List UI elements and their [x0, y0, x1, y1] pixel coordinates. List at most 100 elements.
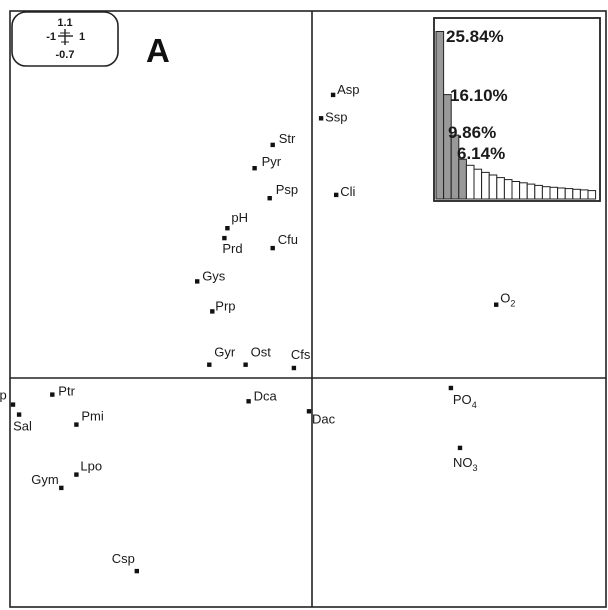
point-marker-po4 [448, 385, 454, 391]
eigenvalue-label-2: 16.10% [450, 86, 508, 105]
point-label-cfs: Cfs [291, 347, 311, 362]
point-ost: Ost [243, 345, 271, 367]
point-label-psp: Psp [276, 182, 298, 197]
point-marker-asp [330, 92, 336, 98]
scale-left-value: -1 [46, 31, 56, 43]
plot-frame [9, 10, 607, 608]
point-ptr: Ptr [50, 384, 76, 399]
point-label-ph: pH [231, 210, 248, 225]
eigenvalue-bar-5 [465, 164, 475, 200]
eigenvalue-label-1: 25.84% [446, 27, 504, 46]
point-marker-dac [306, 409, 312, 414]
point-label-cfu: Cfu [278, 232, 298, 247]
point-label-prd: Prd [222, 241, 242, 256]
scale-bottom-value: -0.7 [56, 49, 75, 61]
point-ph: pH [225, 210, 248, 231]
eigenvalue-bar-19 [572, 188, 581, 200]
point-label-gym: Gym [31, 472, 58, 487]
eigenvalue-bar-16 [549, 186, 559, 200]
point-marker-sal [16, 412, 22, 417]
point-marker-gyr [207, 362, 212, 367]
eigenvalue-bar-17 [557, 187, 566, 200]
point-marker-str [270, 142, 275, 148]
point-gym: Gym [31, 472, 64, 491]
point-csp: Csp [112, 551, 139, 574]
point-marker-gym [59, 485, 64, 491]
scatter-points-layer: Asp Ssp Cli O2 Str Pyr Psp pH Prd Cfu Gys Prp Gyr Ost… [0, 82, 515, 574]
point-label-gys: Gys [202, 268, 226, 283]
point-marker-cli [334, 192, 339, 198]
point-marker-gys [195, 279, 200, 284]
eigenvalue-bar-20 [579, 189, 589, 200]
point-marker-ssp [318, 116, 324, 121]
point-marker-o2 [494, 302, 499, 307]
point-prd: Prd [222, 235, 243, 256]
point-marker-cfs [291, 365, 297, 371]
point-label-asp: Asp [337, 82, 359, 97]
point-no3: NO3 [453, 445, 478, 473]
scale-box: 1.1 -1 1 -0.7 [11, 11, 119, 67]
point-marker-psp [267, 196, 272, 201]
eigenvalue-bar-6 [473, 168, 483, 200]
point-lpo: Lpo [74, 459, 102, 477]
point-dac: Dac [306, 409, 336, 426]
point-str: Str [270, 131, 296, 148]
eigenvalue-bars-layer [435, 31, 597, 200]
point-label-dac: Dac [312, 411, 336, 426]
point-label-lpo: Lpo [80, 459, 102, 474]
point-label-po4: PO4 [453, 392, 477, 410]
point-pyr: Pyr [252, 154, 282, 171]
point-marker-ost [243, 362, 248, 367]
eigenvalue-bar-9 [496, 177, 505, 200]
eigenvalue-bar-15 [541, 186, 551, 200]
eigenvalue-label-3: 9.86% [448, 123, 496, 142]
eigenvalue-bar-18 [564, 188, 574, 200]
point-marker-prd [222, 235, 227, 241]
point-label-pmi: Pmi [81, 409, 104, 424]
point-prp: Prp [210, 298, 236, 314]
point-temp: Temp [0, 388, 16, 407]
point-asp: Asp [330, 82, 360, 98]
point-marker-prp [210, 309, 215, 314]
point-ssp: Ssp [318, 109, 348, 124]
eigenvalue-bar-2 [443, 94, 452, 200]
point-label-ost: Ost [251, 345, 272, 360]
eigenvalue-bar-11 [511, 181, 521, 200]
eigenvalue-bar-8 [488, 174, 498, 200]
point-label-str: Str [279, 131, 296, 146]
point-o2: O2 [494, 291, 515, 309]
point-psp: Psp [267, 182, 298, 201]
point-marker-lpo [74, 472, 79, 477]
point-po4: PO4 [448, 385, 477, 410]
point-cfs: Cfs [291, 347, 311, 371]
point-label-ssp: Ssp [325, 109, 347, 124]
eigenvalue-bar-13 [526, 183, 536, 200]
eigenvalue-label-4: 6.14% [457, 144, 505, 163]
eigenvalue-inset: 25.84% 16.10% 9.86% 6.14% [433, 17, 601, 202]
point-gys: Gys [195, 268, 226, 284]
point-label-gyr: Gyr [214, 345, 236, 360]
point-label-cli: Cli [340, 184, 355, 199]
panel-letter-a: A [146, 32, 170, 69]
eigenvalue-bar-1 [435, 31, 445, 200]
eigenvalue-bar-4 [458, 158, 467, 200]
eigenvalue-bar-21 [587, 190, 597, 200]
point-label-csp: Csp [112, 551, 135, 566]
point-marker-pmi [74, 422, 79, 427]
scale-top-value: 1.1 [57, 17, 72, 29]
point-marker-ptr [50, 392, 55, 397]
point-marker-cfu [270, 245, 275, 251]
point-marker-temp [10, 402, 16, 407]
point-dca: Dca [246, 388, 277, 404]
eigenvalue-labels-layer: 25.84% 16.10% 9.86% 6.14% [446, 27, 508, 163]
eigenvalue-bar-14 [534, 184, 543, 200]
point-label-ptr: Ptr [58, 384, 75, 399]
point-label-pyr: Pyr [262, 154, 282, 169]
eigenvalue-bar-12 [519, 182, 528, 200]
point-label-o2: O2 [500, 291, 515, 309]
point-sal: Sal [13, 412, 32, 434]
point-marker-pyr [252, 166, 257, 171]
point-pmi: Pmi [74, 409, 104, 427]
eigenvalue-bar-10 [503, 179, 513, 200]
point-label-prp: Prp [215, 298, 235, 313]
